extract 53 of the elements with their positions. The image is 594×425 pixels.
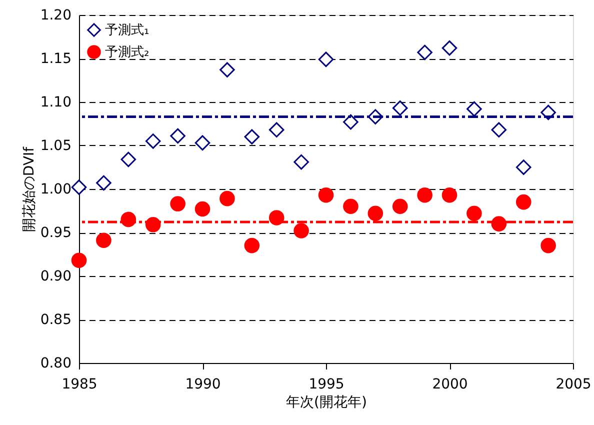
point xyxy=(220,190,235,206)
point xyxy=(442,187,458,203)
point xyxy=(96,175,112,191)
point xyxy=(268,122,284,138)
point xyxy=(71,252,87,268)
point xyxy=(71,180,87,195)
x-tick-label: 1995 xyxy=(308,376,344,392)
point xyxy=(96,232,112,248)
point xyxy=(516,194,532,210)
point xyxy=(417,187,432,203)
point xyxy=(120,152,136,168)
point xyxy=(343,114,358,130)
point xyxy=(540,238,556,254)
point xyxy=(145,134,161,149)
point xyxy=(294,223,309,238)
y-tick-label: 0.95 xyxy=(40,225,72,241)
point xyxy=(343,198,358,214)
point xyxy=(194,201,210,217)
point xyxy=(491,122,507,138)
y-tick-label: 1.00 xyxy=(40,182,72,198)
point xyxy=(294,154,309,170)
point xyxy=(268,210,284,226)
point xyxy=(442,40,458,56)
x-tick-label: 2005 xyxy=(556,376,592,392)
point xyxy=(220,62,235,78)
point xyxy=(244,129,260,144)
y-tick-label: 1.20 xyxy=(40,8,72,24)
x-tick-label: 1985 xyxy=(62,376,98,392)
point xyxy=(466,101,482,117)
x-tick-label: 1990 xyxy=(185,376,221,392)
point xyxy=(170,128,186,144)
point xyxy=(318,52,334,68)
x-tick-label: 2000 xyxy=(432,376,468,392)
point xyxy=(194,135,210,151)
point xyxy=(392,100,408,116)
point xyxy=(244,238,260,254)
y-tick-label: 1.10 xyxy=(40,94,72,110)
y-tick-label: 0.80 xyxy=(40,356,72,372)
legend-label: 予測式₁ xyxy=(105,23,150,38)
y-axis-title: 開花始のDVIf xyxy=(21,146,38,232)
point xyxy=(392,198,408,214)
legend-label: 予測式₂ xyxy=(105,45,150,60)
y-tick-label: 1.15 xyxy=(40,51,72,67)
y-tick-label: 0.90 xyxy=(40,268,72,284)
x-axis-title: 年次(開花年) xyxy=(286,394,367,410)
point xyxy=(417,44,432,60)
point xyxy=(368,206,384,221)
y-tick-label: 0.85 xyxy=(40,312,72,328)
point xyxy=(516,160,532,175)
point xyxy=(170,196,186,212)
point xyxy=(318,187,334,203)
point xyxy=(466,206,482,221)
y-tick-label: 1.05 xyxy=(40,138,72,154)
